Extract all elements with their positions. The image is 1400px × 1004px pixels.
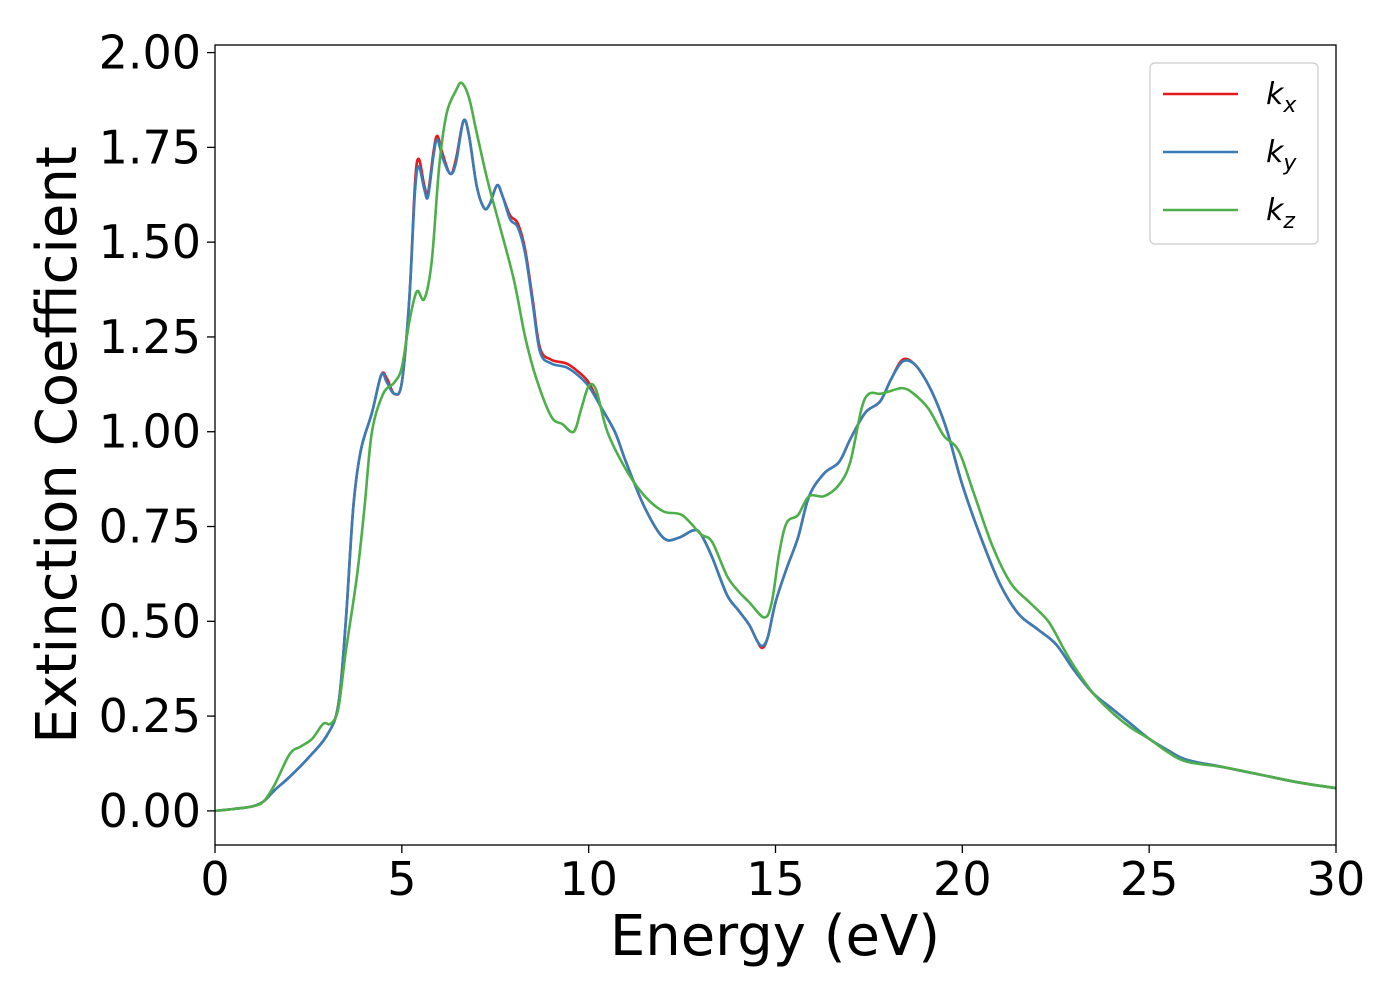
x-tick-label: 20 [933,852,992,906]
y-axis-ticks: 0.00 0.25 0.50 0.75 1.00 1.25 1.50 1.75 2.00 [99,26,215,838]
y-tick-label: 2.00 [99,26,201,80]
legend-label-y: ky [1266,135,1297,176]
series-line-z [215,81,1336,813]
legend-label-main: k [1266,77,1285,112]
legend-box [1149,62,1319,245]
y-tick-label: 0.75 [99,500,201,554]
legend-label-subscript: y [1282,151,1297,176]
x-tick-label: 15 [746,852,805,906]
legend-label-main: k [1266,193,1285,228]
y-tick-label: 0.25 [99,689,201,743]
legend-label-z: kz [1266,193,1295,234]
y-tick-label: 1.75 [99,120,201,174]
y-tick-label: 0.00 [99,784,201,838]
x-tick-label: 30 [1307,852,1366,906]
x-axis-title: Energy (eV) [610,904,940,969]
y-tick-label: 1.50 [99,215,201,269]
x-tick-label: 10 [559,852,618,906]
y-axis-title: Extinction Coefficient [25,146,90,744]
x-tick-label: 5 [387,852,416,906]
legend-label-subscript: z [1282,209,1295,234]
x-axis-ticks: 0 5 10 15 20 25 30 [200,845,1365,906]
legend-label-x: kx [1266,77,1297,118]
legend-label-subscript: x [1282,93,1297,118]
x-tick-label: 0 [200,852,229,906]
y-tick-label: 1.00 [99,405,201,459]
series-layer [215,81,1336,813]
x-tick-label: 25 [1120,852,1179,906]
series-line-y [215,118,1336,813]
legend-label-main: k [1266,135,1285,170]
y-tick-label: 1.25 [99,310,201,364]
y-tick-label: 0.50 [99,594,201,648]
